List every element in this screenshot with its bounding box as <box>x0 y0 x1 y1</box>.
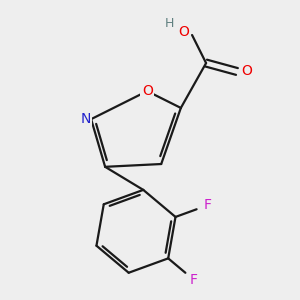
Text: O: O <box>241 64 252 79</box>
Text: N: N <box>80 112 91 126</box>
Text: F: F <box>203 198 211 212</box>
Text: F: F <box>190 273 198 287</box>
Text: O: O <box>178 25 189 39</box>
Text: O: O <box>142 84 153 98</box>
Text: H: H <box>165 17 174 30</box>
